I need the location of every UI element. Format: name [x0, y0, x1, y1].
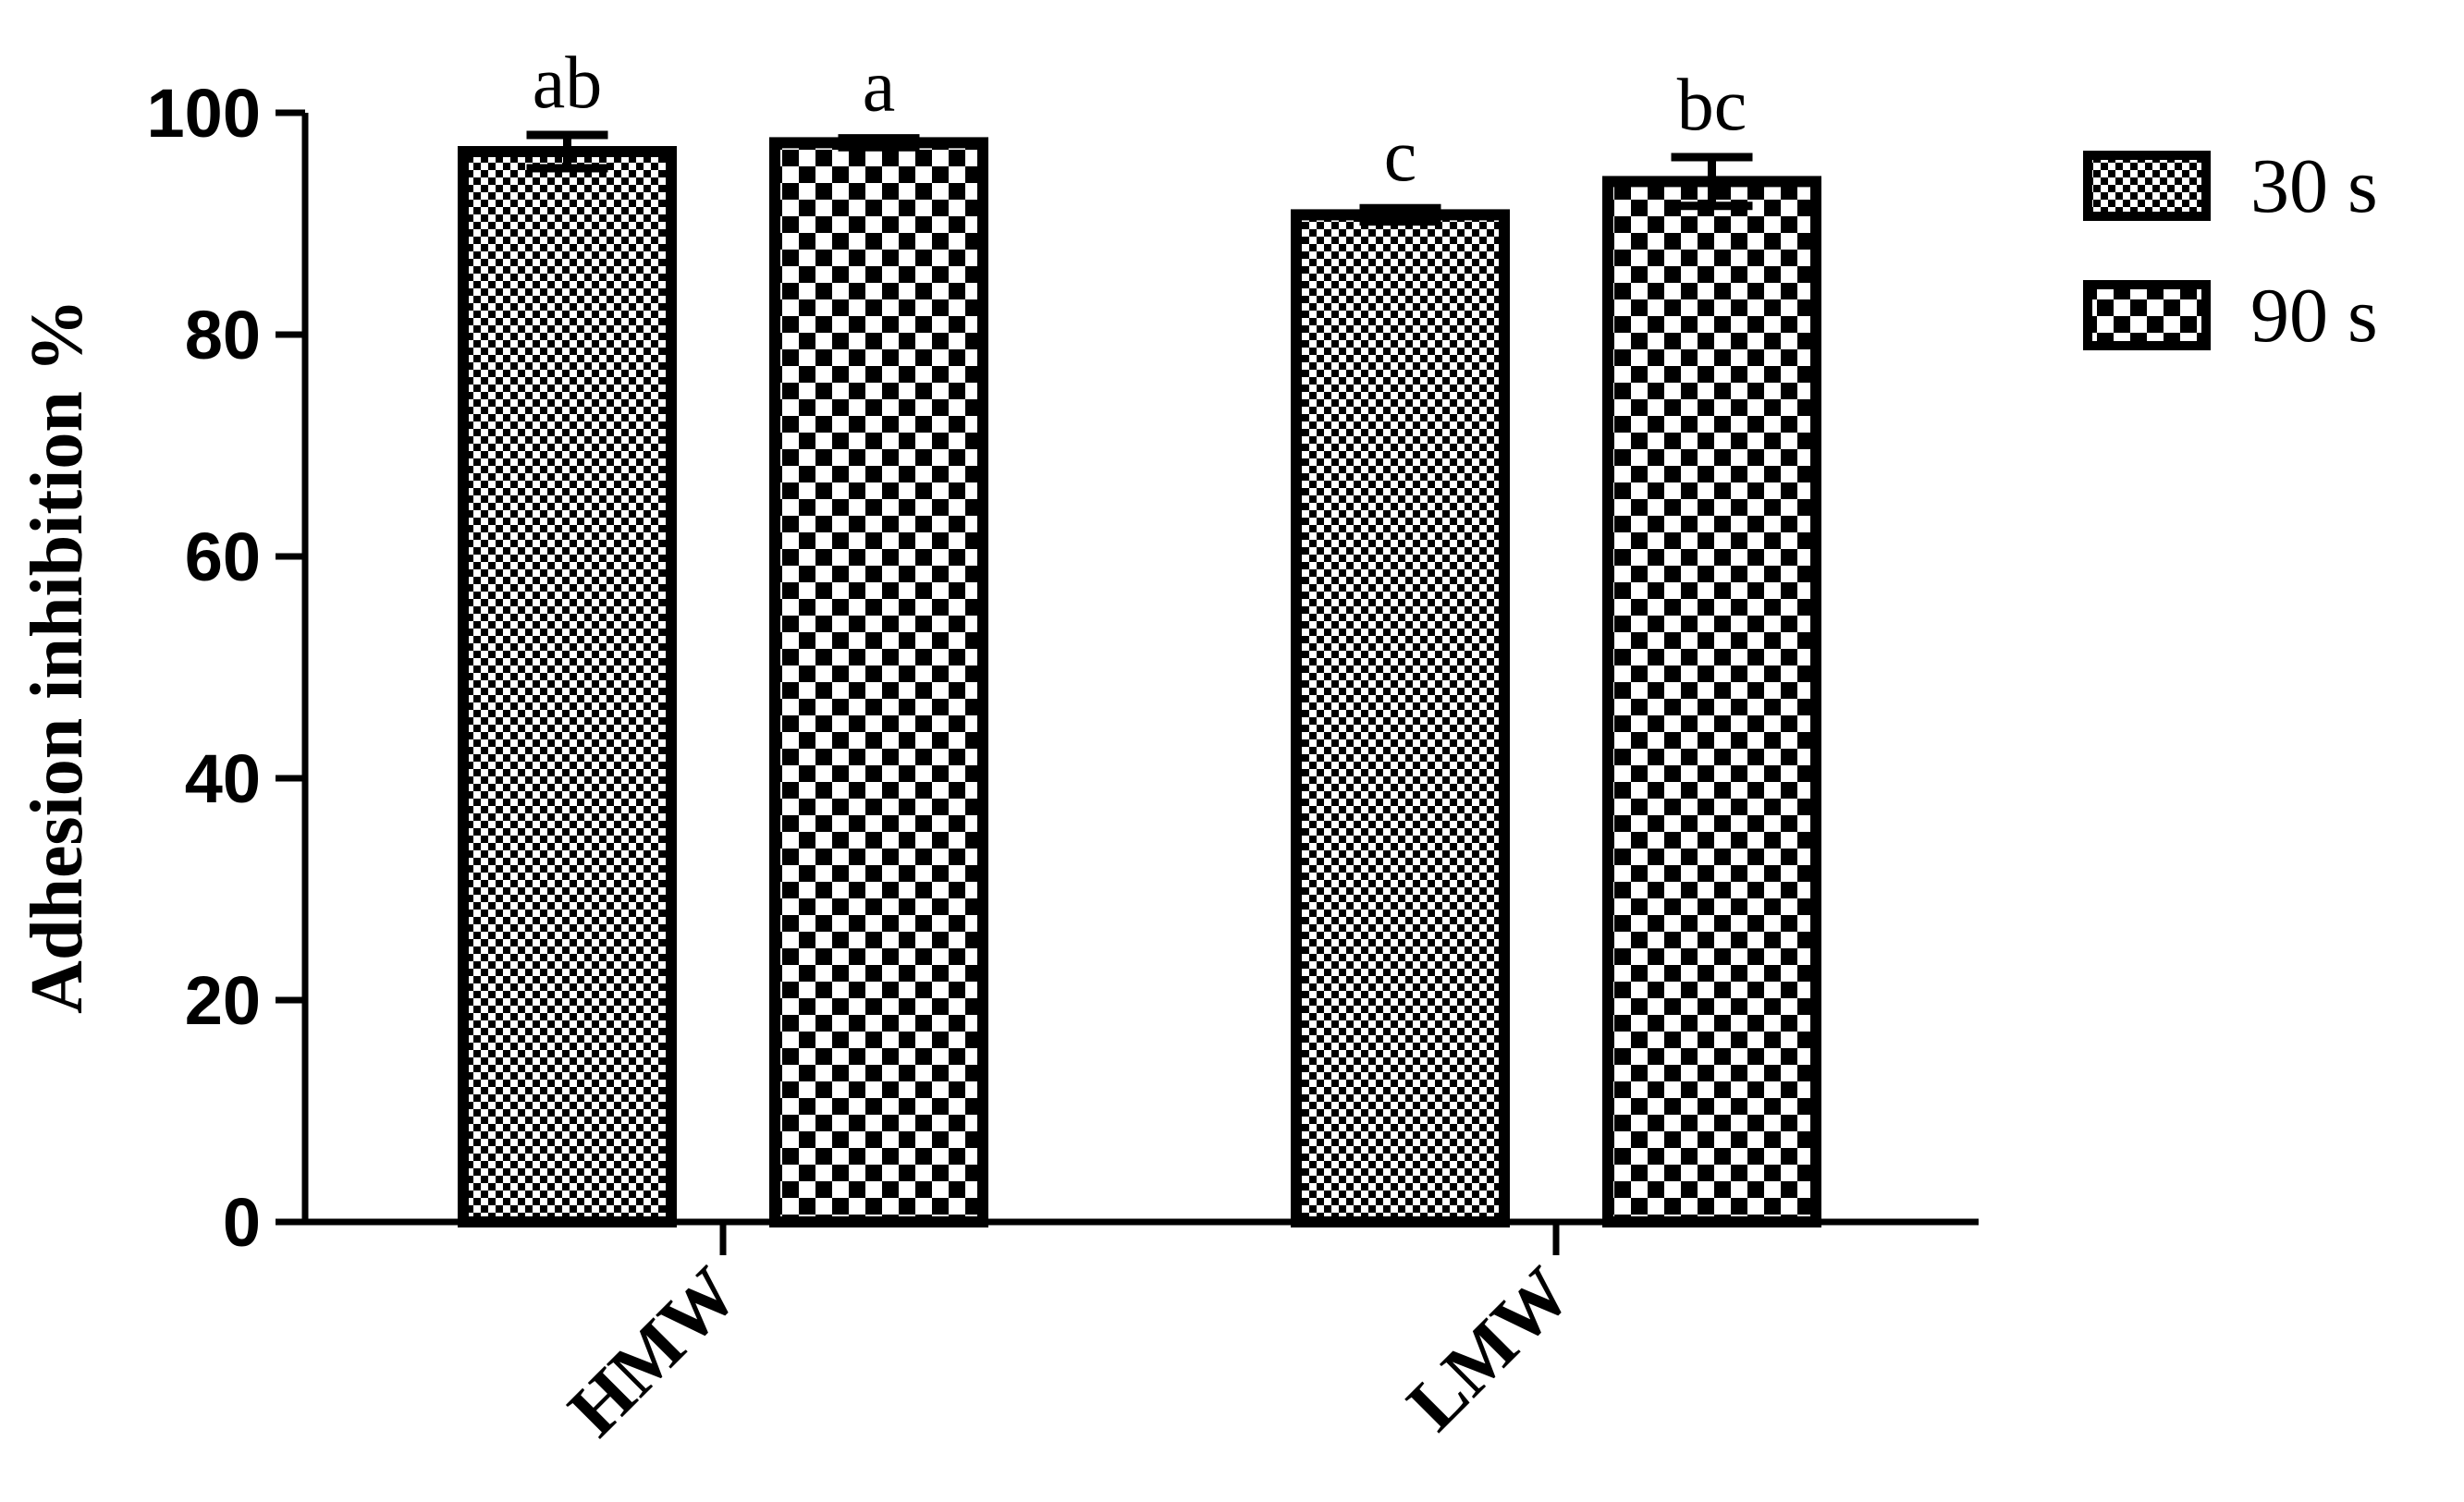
y-tick-label: 40 — [185, 740, 261, 817]
significance-label: bc — [1677, 65, 1747, 146]
x-axis: HMW LMW — [302, 1218, 1979, 1452]
x-category-label: LMW — [1392, 1252, 1587, 1447]
significance-label: ab — [533, 43, 603, 124]
y-tick-label: 80 — [185, 297, 261, 373]
bar — [769, 137, 988, 1227]
legend-swatch — [2083, 280, 2211, 350]
legend: 30 s 90 s — [2083, 143, 2378, 359]
y-tick-label: 100 — [147, 75, 261, 152]
x-category-label: HMW — [554, 1252, 754, 1452]
bar — [1602, 176, 1821, 1227]
bar — [1291, 209, 1510, 1227]
y-tick-label: 0 — [223, 1184, 261, 1261]
y-axis-title: Adhesion inhibition % — [17, 299, 98, 1014]
y-axis: 0 20 40 60 80 100 — [147, 75, 309, 1261]
bar — [458, 146, 677, 1227]
y-tick-label: 20 — [185, 962, 261, 1039]
legend-swatch — [2083, 151, 2211, 221]
significance-label: a — [863, 46, 896, 128]
significance-label: c — [1384, 116, 1417, 197]
legend-label: 30 s — [2250, 143, 2378, 229]
legend-label: 90 s — [2250, 273, 2378, 359]
y-tick-label: 60 — [185, 519, 261, 595]
